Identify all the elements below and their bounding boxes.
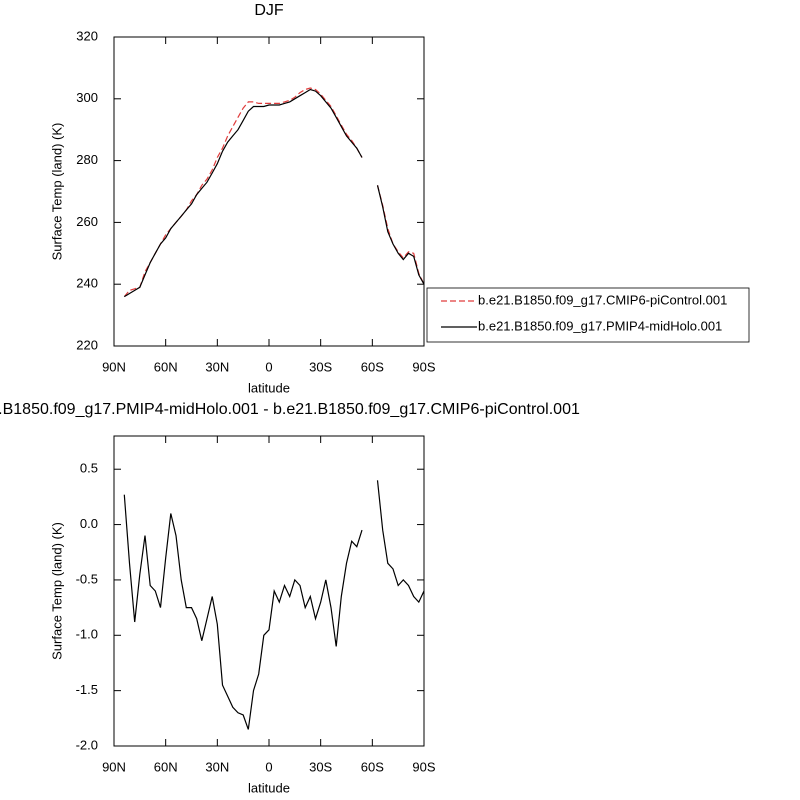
x-tick-label: 30S	[309, 759, 332, 774]
x-tick-label: 60N	[154, 759, 178, 774]
x-tick-label: 0	[265, 359, 272, 374]
y-tick-label: -2.0	[76, 737, 98, 752]
chart-title: b.e21.B1850.f09_g17.PMIP4-midHolo.001 - …	[0, 401, 580, 418]
x-tick-label: 90S	[412, 359, 435, 374]
y-tick-label: 280	[76, 152, 98, 167]
legend-label: b.e21.B1850.f09_g17.PMIP4-midHolo.001	[478, 318, 722, 333]
x-tick-label: 90N	[102, 359, 126, 374]
data-line	[123, 88, 425, 298]
y-tick-label: 240	[76, 276, 98, 291]
x-tick-label: 60N	[154, 359, 178, 374]
plot-frame	[113, 36, 425, 347]
y-tick-label: 0.0	[80, 516, 98, 531]
legend-box	[426, 287, 750, 343]
y-tick-label: 300	[76, 90, 98, 105]
y-tick-label: 320	[76, 28, 98, 43]
chart-title: DJF	[254, 2, 284, 19]
y-tick-label: -1.0	[76, 627, 98, 642]
x-tick-label: 30N	[205, 759, 229, 774]
x-tick-label: 60S	[361, 759, 384, 774]
data-line	[123, 480, 425, 730]
x-tick-label: 90N	[102, 759, 126, 774]
x-axis-label: latitude	[248, 780, 290, 795]
x-tick-label: 90S	[412, 759, 435, 774]
x-tick-label: 30S	[309, 359, 332, 374]
y-axis-label: Surface Temp (land) (K)	[49, 123, 64, 261]
y-tick-label: -1.5	[76, 682, 98, 697]
x-axis-label: latitude	[248, 380, 290, 395]
x-tick-label: 0	[265, 759, 272, 774]
legend-label: b.e21.B1850.f09_g17.CMIP6-piControl.001	[478, 292, 727, 307]
y-axis-label: Surface Temp (land) (K)	[49, 522, 64, 660]
y-tick-label: 0.5	[80, 461, 98, 476]
x-tick-label: 30N	[205, 359, 229, 374]
y-tick-label: 220	[76, 337, 98, 352]
y-tick-label: 260	[76, 214, 98, 229]
x-tick-label: 60S	[361, 359, 384, 374]
y-tick-label: -0.5	[76, 571, 98, 586]
